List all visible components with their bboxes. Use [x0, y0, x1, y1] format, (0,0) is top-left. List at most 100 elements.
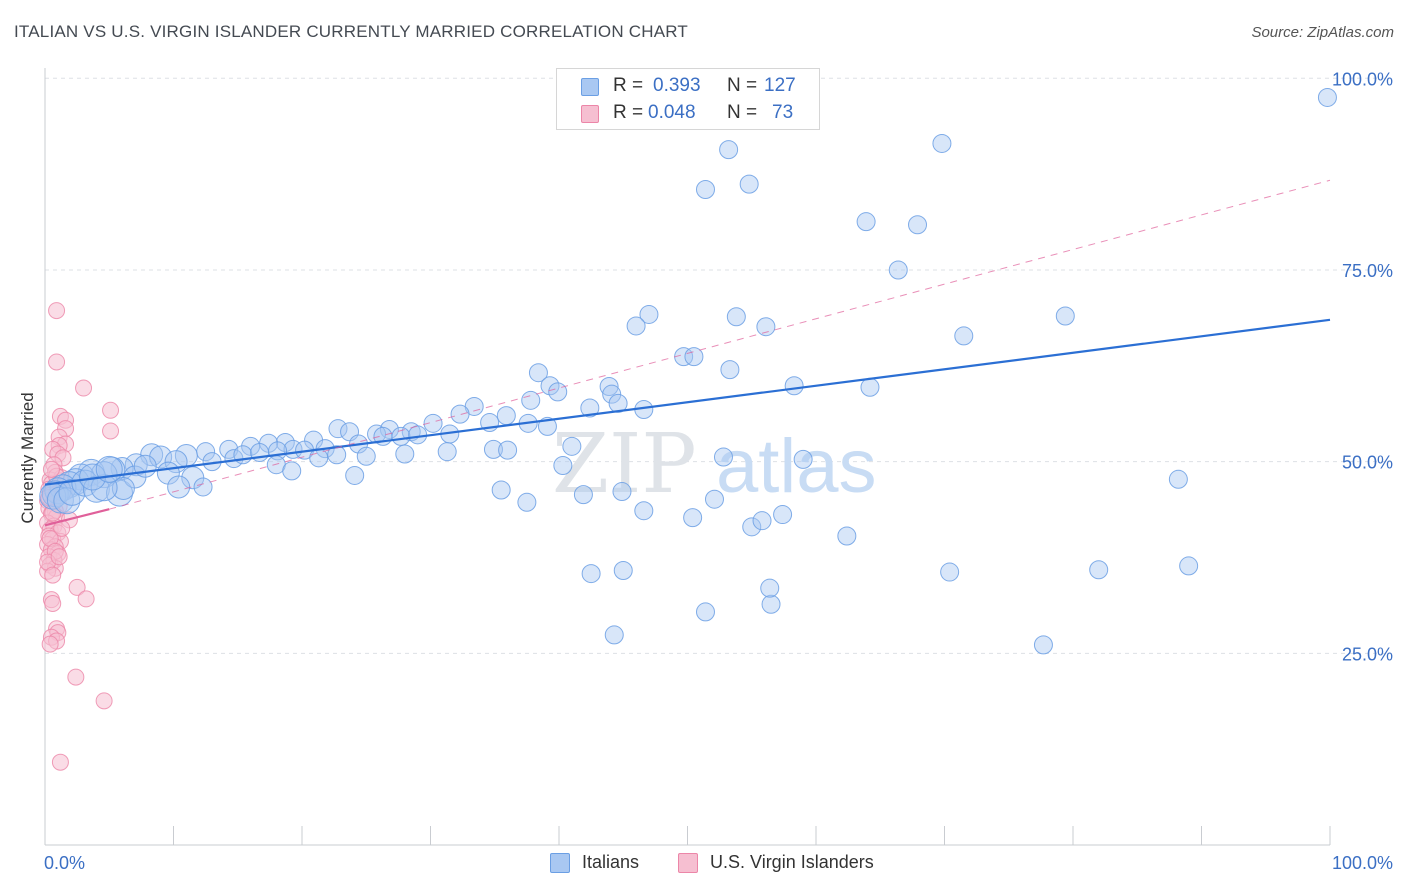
- watermark-atlas: atlas: [716, 424, 877, 509]
- point-italians: [193, 477, 213, 497]
- point-italians: [540, 376, 560, 396]
- point-italians: [793, 449, 813, 469]
- x-tick-label: 100.0%: [1332, 853, 1393, 873]
- point-italians: [599, 377, 619, 397]
- legend-r-label: R =: [613, 102, 644, 123]
- point-virgin-islanders: [95, 692, 113, 710]
- legend-row-italians: R = 0.393 N = 127: [557, 74, 819, 100]
- point-italians: [562, 436, 582, 456]
- point-virgin-islanders: [44, 566, 62, 584]
- point-italians: [450, 404, 470, 424]
- point-italians: [356, 446, 376, 466]
- source-credit: Source: ZipAtlas.com: [1251, 24, 1394, 41]
- legend-row-virgin-islanders: R = 0.048 N = 73: [557, 101, 819, 127]
- tick-labels: 25.0% 50.0% 75.0% 100.0% 0.0% 100.0%: [44, 69, 1393, 873]
- point-italians: [954, 326, 974, 346]
- point-italians: [124, 453, 148, 477]
- point-virgin-islanders: [75, 379, 93, 397]
- watermark-zip: ZIP: [552, 417, 697, 512]
- point-italians: [345, 465, 365, 485]
- series-italians-points: [39, 87, 1337, 655]
- legend-swatch-pink: [581, 105, 599, 123]
- legend-n-label: N =: [727, 102, 758, 123]
- point-italians: [391, 426, 411, 446]
- point-virgin-islanders: [42, 460, 60, 478]
- point-italians: [496, 406, 516, 426]
- point-italians: [491, 480, 511, 500]
- point-italians: [521, 390, 541, 410]
- point-italians: [1179, 556, 1199, 576]
- trend-line-italians: [44, 318, 1331, 486]
- point-virgin-islanders: [48, 353, 66, 371]
- point-italians: [860, 377, 880, 397]
- point-italians: [940, 562, 960, 582]
- point-italians: [739, 174, 759, 194]
- point-italians: [395, 444, 415, 464]
- point-italians: [602, 384, 622, 404]
- point-italians: [327, 445, 347, 465]
- y-tick-label: 100.0%: [1332, 69, 1393, 89]
- point-italians: [580, 398, 600, 418]
- trend-line-virgin-islanders: [44, 508, 110, 527]
- legend-label-virgin-islanders: U.S. Virgin Islanders: [710, 852, 874, 872]
- x-tick-label: 0.0%: [44, 853, 85, 873]
- point-italians: [111, 476, 135, 500]
- point-virgin-islanders: [50, 548, 68, 566]
- point-italians: [695, 179, 715, 199]
- point-italians: [528, 363, 548, 383]
- point-italians: [133, 454, 157, 478]
- point-virgin-islanders: [44, 594, 62, 612]
- axes: [44, 68, 1331, 846]
- point-italians: [684, 347, 704, 367]
- point-italians: [932, 133, 952, 153]
- y-tick-label: 75.0%: [1342, 261, 1393, 281]
- point-italians: [837, 526, 857, 546]
- legend-r-value: 0.393: [653, 75, 701, 96]
- point-italians: [573, 485, 593, 505]
- point-italians: [683, 508, 703, 528]
- point-virgin-islanders: [68, 578, 86, 596]
- point-italians: [639, 304, 659, 324]
- point-virgin-islanders: [51, 753, 69, 771]
- grid: [45, 77, 1390, 654]
- legend-swatch-pink: [678, 853, 698, 873]
- point-italians: [634, 501, 654, 521]
- point-italians: [553, 455, 573, 475]
- point-italians: [908, 215, 928, 235]
- point-italians: [328, 419, 348, 439]
- point-virgin-islanders: [41, 635, 59, 653]
- point-italians: [90, 474, 118, 502]
- point-italians: [483, 439, 503, 459]
- point-italians: [888, 260, 908, 280]
- chart-title: ITALIAN VS U.S. VIRGIN ISLANDER CURRENTL…: [14, 22, 688, 41]
- point-italians: [1168, 469, 1188, 489]
- point-italians: [720, 360, 740, 380]
- point-italians: [752, 511, 772, 531]
- point-italians: [784, 376, 804, 396]
- point-italians: [726, 307, 746, 327]
- legend-r-label: R =: [613, 75, 644, 96]
- legend-swatch-blue: [581, 78, 599, 96]
- legend-swatch-blue: [550, 853, 570, 873]
- point-italians: [773, 505, 793, 525]
- point-italians: [408, 425, 428, 445]
- y-tick-label: 50.0%: [1342, 453, 1393, 473]
- point-italians: [612, 482, 632, 502]
- point-italians: [604, 625, 624, 645]
- point-italians: [517, 492, 537, 512]
- point-italians: [613, 561, 633, 581]
- point-italians: [282, 461, 302, 481]
- point-italians: [756, 317, 776, 337]
- point-italians: [608, 393, 628, 413]
- point-italians: [1317, 87, 1337, 107]
- point-virgin-islanders: [102, 401, 120, 419]
- point-italians: [719, 140, 739, 160]
- point-italians: [760, 578, 780, 598]
- point-italians: [219, 439, 239, 459]
- point-italians: [437, 442, 457, 462]
- point-italians: [761, 594, 781, 614]
- point-italians: [704, 489, 724, 509]
- point-italians: [695, 602, 715, 622]
- legend-r-value: 0.048: [648, 102, 696, 123]
